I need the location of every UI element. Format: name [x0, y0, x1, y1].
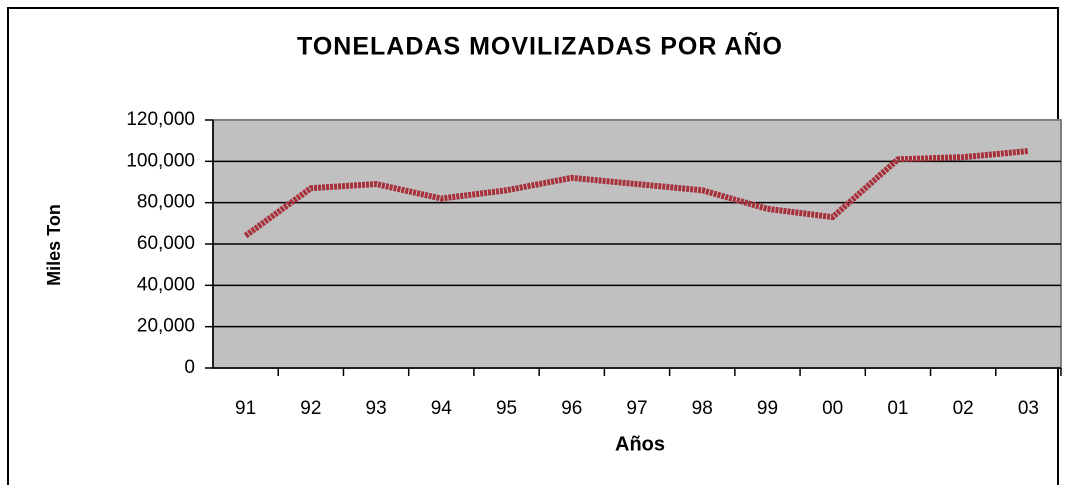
x-tick-label: 03	[1018, 398, 1039, 419]
x-tick-label: 97	[626, 398, 647, 419]
data-line	[243, 148, 1029, 239]
x-tick-label: 01	[887, 398, 908, 419]
y-tick-label: 60,000	[137, 233, 195, 254]
y-tick-label: 20,000	[137, 316, 195, 337]
x-tick-label: 92	[300, 398, 321, 419]
y-tick-label: 80,000	[137, 192, 195, 213]
x-tick-label: 98	[692, 398, 713, 419]
x-tick-label: 02	[953, 398, 974, 419]
y-tick-label: 40,000	[137, 274, 195, 295]
x-tick-label: 99	[757, 398, 778, 419]
y-tick-label: 0	[184, 357, 195, 378]
y-axis-label: Miles Ton	[44, 204, 64, 286]
x-tick-label: 94	[431, 398, 453, 419]
x-tick-label: 93	[366, 398, 387, 419]
x-axis-label: Años	[615, 433, 665, 455]
chart-title: TONELADAS MOVILIZADAS POR AÑO	[297, 31, 783, 61]
x-tick-label: 91	[235, 398, 256, 419]
x-tick-label: 96	[561, 398, 582, 419]
y-tick-label: 120,000	[126, 109, 195, 130]
x-tick-label: 00	[822, 398, 843, 419]
y-tick-label: 100,000	[126, 150, 195, 171]
x-tick-label: 95	[496, 398, 517, 419]
